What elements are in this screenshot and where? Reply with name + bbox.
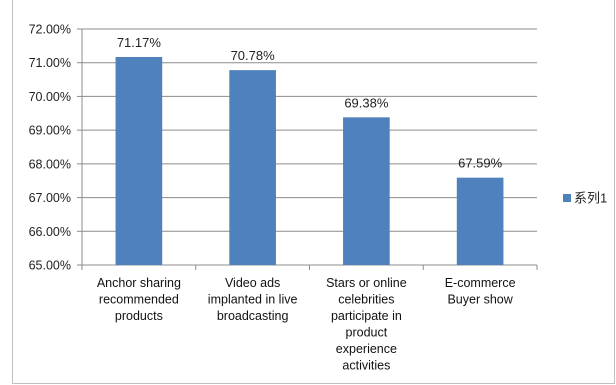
x-category-label: Stars or online celebrities participate in…	[326, 276, 407, 373]
y-tick-label: 71.00%	[29, 56, 71, 70]
x-category-labels: Anchor sharing recommended products Video a…	[97, 276, 516, 373]
x-category-label-line: Stars or online	[326, 276, 407, 290]
x-category-label-line: implanted in live	[208, 293, 298, 307]
x-category-label-line: Video ads	[225, 276, 280, 290]
legend: 系列1	[563, 191, 607, 206]
y-tick-label: 66.00%	[29, 225, 71, 239]
y-tick-label: 65.00%	[29, 259, 71, 273]
x-category-label-line: celebrities	[338, 293, 394, 307]
y-tick-label: 70.00%	[29, 90, 71, 104]
bar	[343, 117, 390, 266]
x-category-label-line: Buyer show	[447, 293, 513, 307]
y-tick-label: 67.00%	[29, 191, 71, 205]
x-category-label-line: participate in	[331, 309, 402, 323]
x-category-label-line: product	[346, 326, 388, 340]
bar	[115, 56, 163, 266]
bars	[115, 56, 504, 266]
x-category-label-line: Anchor sharing	[97, 276, 181, 290]
bar	[229, 70, 276, 265]
y-tick-label: 69.00%	[29, 124, 71, 138]
legend-label: 系列1	[574, 191, 607, 206]
chart-frame	[12, 0, 615, 384]
x-category-label-line: products	[115, 309, 163, 323]
y-tick-label: 72.00%	[29, 23, 71, 37]
legend-swatch	[563, 194, 571, 202]
y-tick-labels: 65.00% 66.00% 67.00% 68.00% 69.00% 70.00% 71.0…	[29, 23, 71, 273]
x-category-label-line: E-commerce	[445, 276, 516, 290]
data-labels: 71.17% 70.78% 69.38% 67.59%	[117, 35, 503, 171]
x-category-label-line: broadcasting	[217, 309, 289, 323]
y-tick-label: 68.00%	[29, 157, 71, 171]
x-category-label-line: experience	[336, 342, 397, 356]
x-category-label-line: recommended	[99, 293, 179, 307]
data-label: 70.78%	[231, 48, 276, 63]
x-category-label: E-commerce Buyer show	[445, 276, 516, 307]
data-label: 69.38%	[344, 95, 389, 110]
data-label: 71.17%	[117, 35, 162, 50]
bar	[456, 177, 504, 265]
x-category-label-line: activities	[342, 359, 390, 373]
x-category-label: Video ads implanted in live broadcasting	[208, 276, 298, 323]
data-label: 67.59%	[458, 156, 503, 171]
x-category-label: Anchor sharing recommended products	[97, 276, 181, 323]
